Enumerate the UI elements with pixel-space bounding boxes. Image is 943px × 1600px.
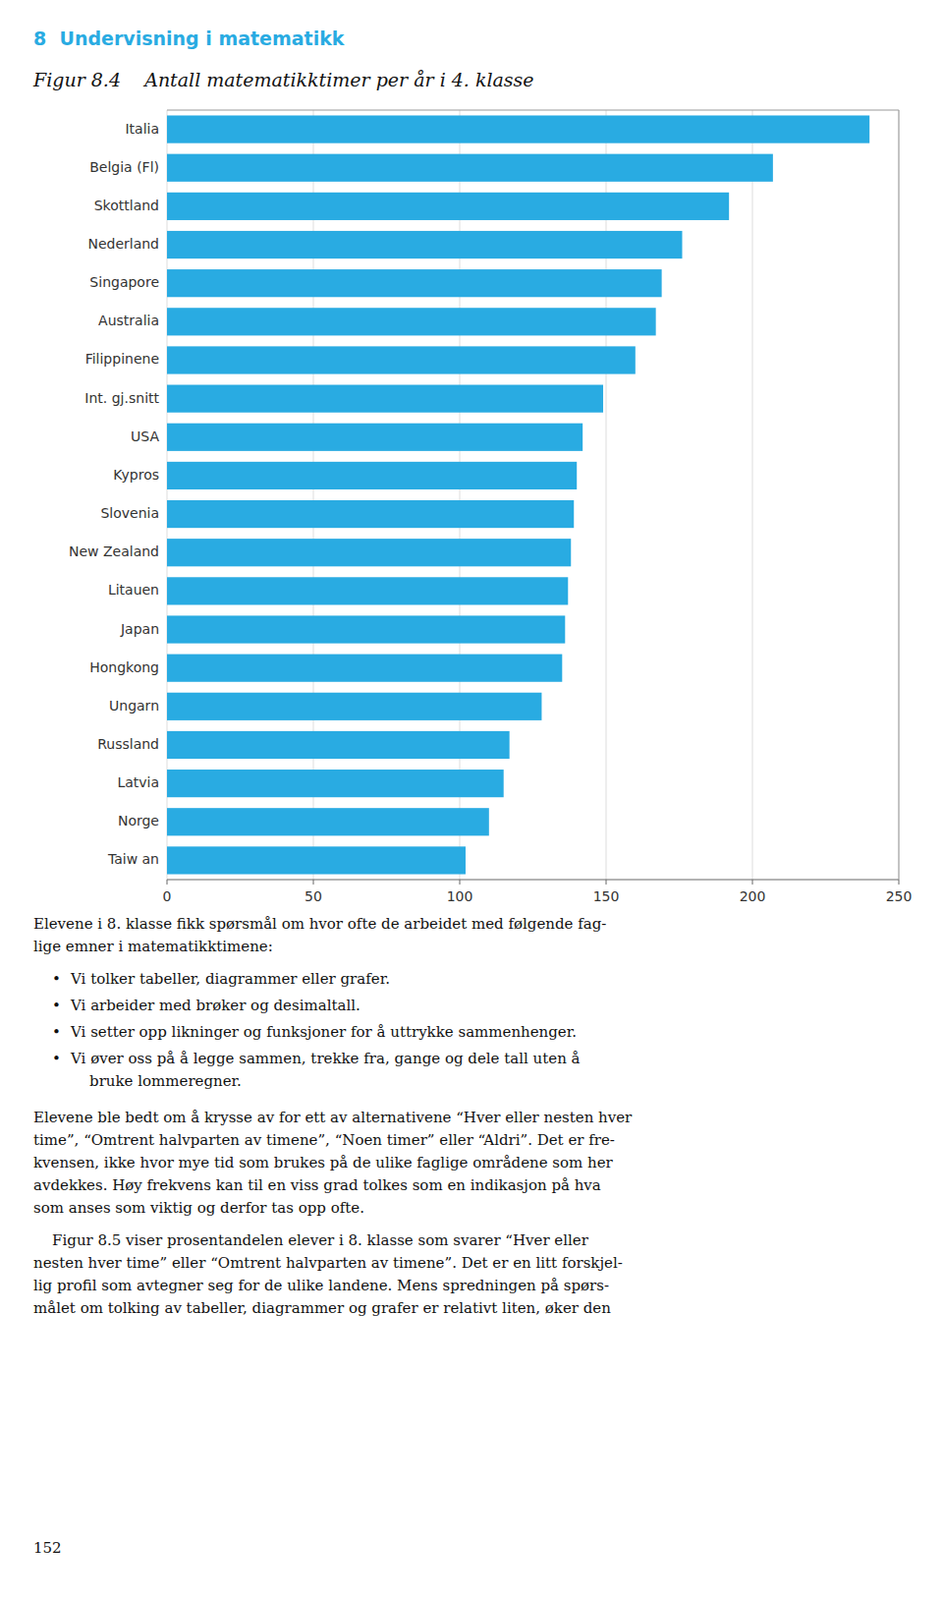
bar [166,114,870,143]
bar [166,269,663,297]
bar [166,614,565,643]
category-label: Filippinene [85,350,160,367]
bar [166,769,504,797]
bar [166,730,510,759]
y-ticks: Taiw an Norge Latvia Russland Ungarn Hongkong… [68,120,161,868]
category-label: Nederland [87,235,160,252]
paragraph-line: Elevene i 8. klasse fikk spørsmål om hvo… [33,914,607,933]
bars [166,114,870,874]
paragraph-line: lig profil som avtegner seg for de ulike… [33,1275,610,1294]
bullet-symbol: • [52,996,61,1014]
category-label: Latvia [116,774,160,790]
frame-top [166,110,899,111]
x-axis-line [166,879,899,881]
paragraph-line: lige emner i matematikktimene: [33,937,274,955]
category-label: Japan [119,620,160,637]
bar [166,807,490,835]
bullet-line: Vi tolker tabeller, diagrammer eller gra… [69,969,390,988]
category-label: Russland [97,735,160,752]
bar [166,423,583,451]
x-tick [606,879,608,885]
paragraph-line: kvensen, ikke hvor mye tid som brukes på… [33,1153,614,1171]
bullet-symbol: • [52,969,61,988]
bar [166,692,542,721]
category-label: Belgia (Fl) [89,159,160,175]
grid-line [313,110,315,880]
x-tick-label: 0 [163,887,172,904]
page: 8 Undervisning i matematikk Figur 8.4 Ant… [0,0,943,1600]
x-tick-label: 200 [739,887,767,904]
bar [166,654,562,682]
category-label: Taiw an [107,850,160,867]
bar [166,499,574,528]
x-tick [752,879,754,885]
paragraph-line: målet om tolking av tabeller, diagrammer… [33,1298,611,1317]
paragraph-line: nesten hver time” eller “Omtrent halvpar… [33,1253,623,1272]
category-label: Norge [117,812,160,829]
bar [166,576,568,605]
bar [166,345,636,374]
grid-line [752,110,754,880]
grid-line [606,110,608,880]
header: 8 Undervisning i matematikk [33,27,345,50]
axis-frame [166,110,899,880]
bar [166,154,774,182]
x-tick [459,879,461,885]
x-tick [313,879,315,885]
bar [166,307,657,335]
paragraph-line: som anses som viktig og derfor tas opp o… [33,1198,365,1217]
paragraph-line: avdekkes. Høy frekvens kan til en viss g… [33,1175,602,1194]
category-label: Hongkong [89,659,160,675]
category-label: USA [130,428,160,444]
bar [166,845,466,874]
bar [166,538,571,566]
grid-line [898,110,900,880]
bar [166,230,682,259]
grid-line [459,110,461,880]
category-label: Ungarn [109,697,160,714]
x-tick-label: 50 [304,887,323,904]
grid [166,110,899,880]
x-ticks: 0 50 100 150 200 250 [163,879,913,904]
chart-title: Figur 8.4 Antall matematikktimer per år … [32,68,535,91]
category-label: Italia [124,120,160,137]
x-tick [166,879,168,885]
bullet-line: Vi arbeider med brøker og desimaltall. [69,996,361,1014]
category-label: Skottland [94,197,160,214]
x-tick-label: 150 [593,887,620,904]
body-text: Elevene i 8. klasse fikk spørsmål om hvo… [33,914,633,1317]
category-label: Australia [98,312,160,329]
category-label: Kypros [112,466,160,483]
category-label: Int. gj.snitt [84,389,160,406]
x-tick-label: 100 [446,887,474,904]
bullet-symbol: • [52,1022,61,1041]
bar [166,461,577,490]
paragraph-line: Figur 8.5 viser prosentandelen elever i … [33,1230,590,1249]
x-tick-label: 250 [886,887,913,904]
paragraph-line: time”, “Omtrent halvparten av timene”, “… [33,1130,615,1149]
x-tick [898,879,900,885]
category-label: Slovenia [100,504,160,521]
grid-line [166,110,168,880]
paragraph-line: Elevene ble bedt om å krysse av for ett … [33,1108,633,1126]
category-label: New Zealand [68,543,160,559]
bullet-line: Vi setter opp likninger og funksjoner fo… [69,1022,577,1041]
bullet-line: bruke lommeregner. [70,1071,242,1090]
frame-right [898,110,900,880]
bar [166,192,729,221]
bullet-symbol: • [52,1049,61,1067]
bullet-line: Vi øver oss på å legge sammen, trekke fr… [69,1049,581,1067]
page-number: 152 [33,1538,62,1556]
category-label: Litauen [108,581,160,598]
category-label: Singapore [89,274,160,290]
chart: 0 50 100 150 200 250 Taiw an Norge Latvia Russlan… [68,110,912,904]
bar [166,385,604,413]
